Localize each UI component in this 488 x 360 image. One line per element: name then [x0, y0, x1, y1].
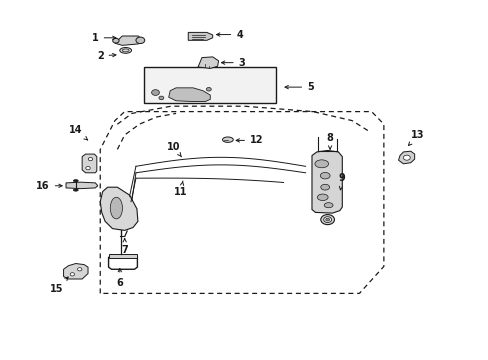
Ellipse shape: [320, 215, 334, 225]
Ellipse shape: [320, 172, 329, 179]
Text: 11: 11: [174, 181, 187, 197]
Text: 16: 16: [36, 181, 62, 191]
Polygon shape: [311, 150, 342, 213]
Text: 15: 15: [49, 277, 68, 294]
Ellipse shape: [136, 37, 144, 44]
Polygon shape: [100, 187, 138, 230]
Bar: [144, 67, 276, 103]
Text: 7: 7: [121, 239, 128, 255]
Text: 8: 8: [326, 132, 333, 149]
Text: 2: 2: [97, 51, 116, 61]
Ellipse shape: [70, 273, 74, 276]
Polygon shape: [82, 154, 97, 173]
Ellipse shape: [73, 180, 78, 182]
Text: 6: 6: [116, 269, 123, 288]
Text: 13: 13: [407, 130, 424, 145]
Text: 1: 1: [92, 33, 116, 43]
Ellipse shape: [88, 157, 93, 161]
Text: 5: 5: [285, 82, 313, 92]
Polygon shape: [66, 182, 98, 189]
Ellipse shape: [324, 203, 332, 208]
Polygon shape: [115, 36, 142, 45]
Ellipse shape: [159, 96, 163, 100]
Polygon shape: [168, 88, 210, 102]
Ellipse shape: [110, 197, 122, 219]
Ellipse shape: [323, 217, 331, 222]
Ellipse shape: [317, 194, 327, 201]
Text: 14: 14: [69, 125, 87, 140]
Polygon shape: [198, 57, 218, 68]
Ellipse shape: [206, 87, 211, 91]
Polygon shape: [398, 151, 414, 164]
Text: 9: 9: [338, 173, 345, 190]
Text: 10: 10: [166, 142, 181, 157]
Ellipse shape: [151, 90, 159, 95]
Bar: [108, 254, 137, 258]
Ellipse shape: [73, 189, 78, 191]
Text: 12: 12: [236, 135, 263, 145]
Polygon shape: [63, 264, 88, 279]
Ellipse shape: [222, 137, 233, 142]
Ellipse shape: [314, 160, 328, 168]
Ellipse shape: [77, 268, 82, 271]
Ellipse shape: [320, 184, 329, 190]
Ellipse shape: [112, 39, 119, 43]
Ellipse shape: [85, 166, 90, 170]
Ellipse shape: [403, 155, 409, 160]
Ellipse shape: [120, 48, 131, 53]
Text: 3: 3: [221, 58, 245, 68]
Polygon shape: [188, 32, 212, 40]
Ellipse shape: [325, 218, 329, 221]
Text: 4: 4: [216, 30, 243, 40]
